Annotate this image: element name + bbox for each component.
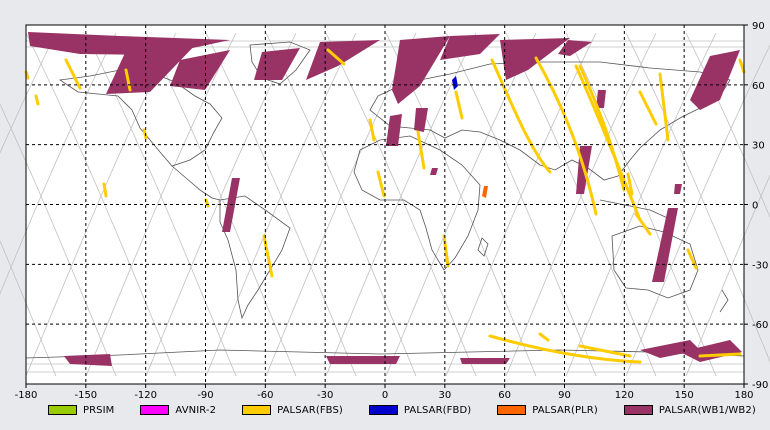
plr-swath (482, 186, 488, 198)
legend-swatch (623, 405, 653, 415)
legend-label: AVNIR-2 (175, 404, 217, 416)
wb-swath (674, 184, 682, 194)
x-tick-label: -180 (15, 390, 38, 401)
legend: PRSIM AVNIR-2 PALSAR(FBS) PALSAR(FBD) PALSAR… (48, 403, 770, 417)
legend-item: PALSAR(FBS) (242, 405, 343, 416)
wb-swath (306, 40, 380, 80)
wb-swath (460, 358, 510, 364)
legend-item: PALSAR(FBD) (368, 404, 472, 416)
x-tick-label: -30 (317, 390, 333, 401)
y-tick-label: -30 (752, 260, 768, 271)
legend-item: AVNIR-2 (140, 405, 216, 416)
legend-swatch (368, 405, 398, 415)
wb-swath (414, 108, 428, 132)
x-tick-label: 120 (615, 390, 634, 401)
x-tick-label: -150 (74, 390, 97, 401)
x-tick-label: 30 (438, 390, 451, 401)
legend-swatch (497, 405, 527, 415)
legend-item: PRSIM (48, 405, 114, 416)
wb-swath (680, 340, 742, 362)
legend-item: PALSAR(WB1/WB2) (623, 404, 756, 416)
y-tick-label: -90 (752, 380, 768, 391)
legend-label: PALSAR(PLR) (532, 404, 598, 416)
wb-swath (596, 90, 606, 108)
wb-swath (392, 36, 450, 104)
legend-label: PALSAR(FBD) (403, 404, 472, 416)
x-tick-label: 0 (382, 390, 388, 401)
x-tick-label: -90 (197, 390, 213, 401)
legend-swatch (140, 405, 170, 415)
axis-ticks: -180 -150 -120 -90 -60 -30 0 30 60 90 120 150 180 90 6… (15, 21, 769, 401)
x-tick-label: -60 (257, 390, 273, 401)
legend-label: PALSAR(FBS) (277, 404, 343, 416)
x-tick-label: 60 (498, 390, 511, 401)
legend-swatch (242, 405, 272, 415)
wb-swath (430, 168, 438, 175)
legend-label: PALSAR(WB1/WB2) (658, 404, 756, 416)
y-tick-label: 90 (752, 21, 765, 32)
legend-item: PALSAR(PLR) (497, 405, 598, 416)
wb-swath (64, 354, 112, 366)
wb-swath (690, 50, 740, 110)
y-tick-label: 60 (752, 81, 765, 92)
wb-swath (652, 208, 678, 282)
x-tick-label: 90 (558, 390, 571, 401)
x-tick-label: -120 (134, 390, 157, 401)
wb-swath (386, 114, 402, 146)
legend-swatch (48, 405, 77, 415)
fbd-swath (452, 76, 458, 90)
wb-swath (326, 356, 400, 364)
x-tick-label: 150 (675, 390, 694, 401)
x-tick-label: 180 (734, 390, 753, 401)
wb-swath (170, 50, 230, 90)
y-tick-label: -60 (752, 320, 768, 331)
acquisition-swaths (24, 32, 746, 366)
wb-swath (558, 40, 592, 56)
legend-label: PRSIM (83, 404, 115, 416)
y-tick-label: 30 (752, 141, 765, 152)
fbs-tracks (24, 48, 746, 364)
wb-swath (440, 34, 500, 60)
wb-swath (640, 340, 700, 358)
y-tick-label: 0 (752, 201, 758, 212)
